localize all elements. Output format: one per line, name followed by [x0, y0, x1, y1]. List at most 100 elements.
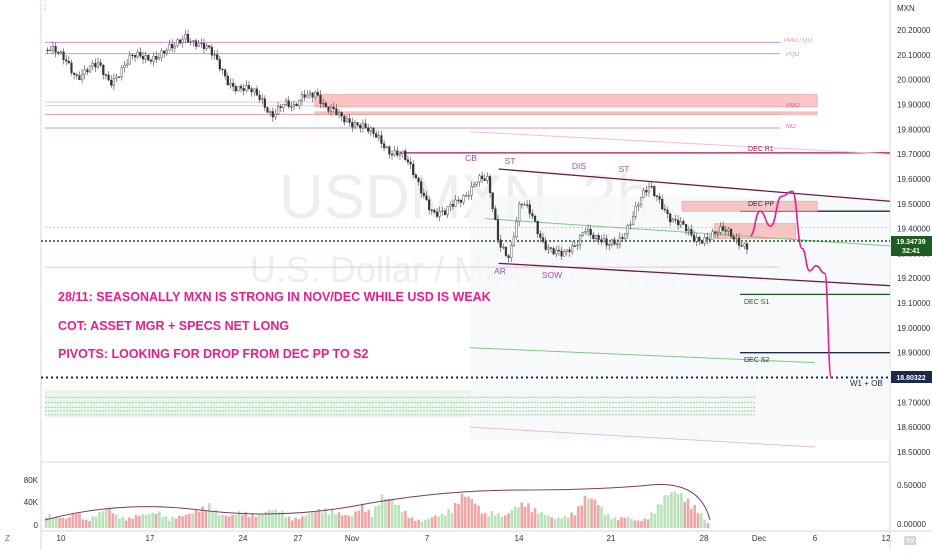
volume-bar — [507, 513, 510, 528]
candle-down — [102, 65, 105, 75]
candle-down — [367, 127, 370, 132]
candle-down — [451, 204, 455, 207]
volume-bar — [517, 507, 520, 528]
candle-down — [700, 240, 704, 244]
zoom-icon[interactable]: Z — [5, 534, 10, 543]
candle-up — [631, 216, 635, 225]
candle-up — [441, 210, 444, 212]
pattern-label: CB — [465, 153, 477, 163]
volume-bar — [301, 516, 304, 528]
candle-down — [179, 39, 182, 44]
volume-bar — [254, 516, 258, 528]
volume-bar — [380, 494, 384, 528]
candle-up — [555, 249, 558, 255]
volume-bar — [291, 520, 294, 528]
volume-bar — [676, 493, 680, 528]
price-tick: 19.50000 — [897, 200, 931, 209]
candle-down — [359, 125, 362, 129]
volume-bar — [217, 515, 221, 528]
volume-bar — [590, 498, 593, 528]
candle-down — [94, 62, 97, 68]
candle-down — [266, 107, 269, 113]
candle-up — [711, 231, 714, 240]
candle-up — [284, 100, 288, 105]
candle-down — [343, 115, 346, 123]
tradingview-logo-icon[interactable]: TV — [904, 536, 916, 545]
candle-up — [584, 231, 587, 233]
volume-bar — [347, 516, 351, 528]
candle-up — [165, 49, 168, 54]
volume-bar — [580, 505, 583, 528]
supply-zone — [314, 111, 818, 115]
volume-bar — [434, 515, 437, 528]
candle-down — [443, 210, 447, 215]
candle-up — [510, 245, 513, 259]
candle-down — [231, 82, 235, 87]
volume-bar — [68, 517, 71, 528]
candle-down — [568, 249, 571, 253]
volume-bar — [387, 498, 391, 528]
candle-up — [610, 239, 613, 245]
volume-bar — [45, 517, 48, 528]
candle-down — [661, 199, 664, 210]
candle-down — [62, 51, 65, 61]
volume-bar — [670, 492, 673, 528]
candle-down — [422, 192, 425, 196]
candle-up — [716, 232, 719, 234]
volume-bar — [297, 519, 301, 528]
candle-down — [589, 229, 592, 236]
candle-down — [655, 195, 659, 197]
volume-bar — [158, 511, 161, 528]
candle-down — [139, 51, 142, 57]
volume-bar — [663, 495, 667, 528]
volume-bar — [596, 505, 600, 528]
candle-up — [594, 235, 598, 240]
volume-bar — [483, 512, 487, 528]
volume-bar — [547, 515, 550, 528]
volume-bar — [616, 519, 620, 528]
volume-bar — [191, 513, 194, 528]
candle-down — [560, 250, 563, 257]
candle-up — [308, 92, 312, 96]
candle-down — [740, 245, 743, 247]
volume-bar — [121, 516, 125, 528]
candle-down — [692, 234, 696, 242]
volume-bar — [350, 516, 354, 528]
volume-bar — [314, 512, 317, 528]
candle-down — [666, 209, 669, 214]
candle-down — [605, 238, 608, 246]
volume-bar — [630, 518, 633, 528]
candle-up — [361, 123, 364, 129]
volume-bar — [633, 520, 637, 528]
volume-bar — [660, 504, 663, 528]
supply-zone — [681, 200, 818, 212]
volume-bar — [696, 513, 700, 528]
candle-down — [396, 150, 399, 156]
volume-bar — [444, 515, 447, 528]
candle-down — [491, 192, 494, 209]
time-tick: 10 — [57, 534, 66, 543]
volume-bar — [430, 517, 434, 528]
volume-bar — [473, 503, 477, 528]
candle-up — [282, 103, 285, 108]
volume-bar — [417, 519, 420, 528]
candle-down — [600, 239, 603, 243]
volume-bar — [324, 508, 327, 528]
time-tick: 14 — [515, 534, 524, 543]
candle-up — [152, 55, 155, 62]
candle-up — [96, 62, 100, 68]
time-axis[interactable]: 10 17 24 27 Nov 7 14 21 28 Dec 6 12 — [57, 534, 891, 543]
candle-down — [327, 106, 330, 112]
volume-bar — [673, 491, 677, 528]
candle-up — [176, 39, 179, 47]
candle-down — [104, 74, 108, 76]
volume-bar — [487, 516, 490, 528]
candle-down — [425, 195, 428, 201]
candle-down — [234, 86, 237, 92]
volume-bar — [284, 517, 287, 528]
candle-down — [258, 94, 261, 100]
candle-up — [205, 45, 208, 49]
volume-bar — [247, 517, 251, 528]
volume-bar — [450, 512, 454, 528]
